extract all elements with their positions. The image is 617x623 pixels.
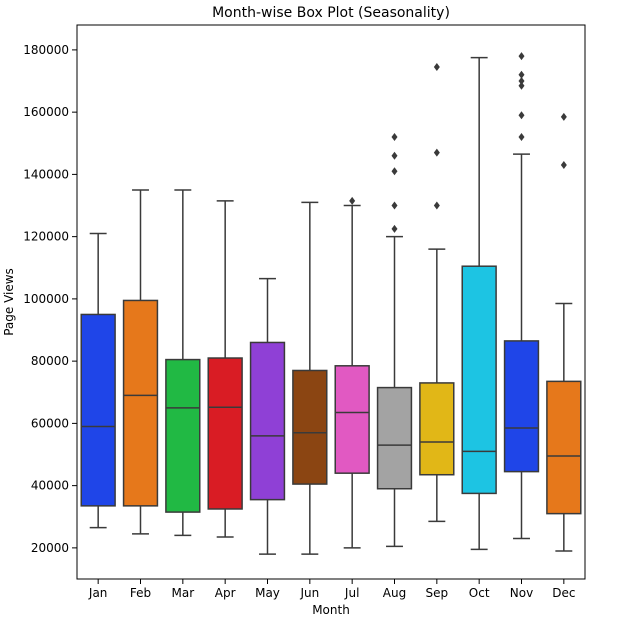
- outlier-point: [391, 224, 398, 233]
- box-jun: [292, 201, 328, 555]
- plot-area: [80, 52, 582, 555]
- box-oct: [461, 56, 497, 551]
- outlier-point: [518, 81, 525, 90]
- y-tick-label: 180000: [23, 43, 69, 57]
- box-iqr: [376, 386, 413, 490]
- box-iqr: [122, 299, 159, 507]
- y-tick-label: 140000: [23, 167, 69, 181]
- x-tick-label: May: [255, 586, 280, 600]
- box-iqr: [503, 340, 540, 473]
- outlier-point: [518, 77, 525, 86]
- outlier-point: [560, 112, 567, 121]
- box-iqr: [334, 365, 370, 474]
- box-jan: [80, 232, 116, 529]
- box-aug: [376, 133, 413, 548]
- outlier-point: [518, 52, 525, 61]
- x-tick-label: Jul: [344, 586, 359, 600]
- y-tick-label: 100000: [23, 292, 69, 306]
- box-iqr: [419, 382, 455, 476]
- box-iqr: [165, 358, 201, 513]
- outlier-point: [391, 167, 398, 176]
- box-iqr: [461, 265, 497, 495]
- box-apr: [207, 200, 243, 538]
- box-iqr: [80, 313, 116, 507]
- x-tick-label: Dec: [552, 586, 575, 600]
- x-tick-label: Mar: [172, 586, 195, 600]
- x-tick-label: Apr: [215, 586, 236, 600]
- outlier-point: [391, 151, 398, 160]
- y-tick-label: 160000: [23, 105, 69, 119]
- box-iqr: [546, 380, 582, 515]
- x-tick-label: Sep: [426, 586, 449, 600]
- box-feb: [122, 189, 159, 535]
- box-may: [249, 277, 286, 555]
- y-tick-label: 20000: [31, 541, 69, 555]
- outlier-point: [433, 63, 440, 72]
- x-tick-label: Aug: [383, 586, 406, 600]
- box-iqr: [249, 341, 286, 501]
- outlier-point: [518, 133, 525, 142]
- y-tick-label: 60000: [31, 416, 69, 430]
- x-tick-label: Oct: [469, 586, 490, 600]
- outlier-point: [433, 148, 440, 157]
- box-sep: [419, 63, 455, 523]
- chart-title: Month-wise Box Plot (Seasonality): [212, 5, 450, 21]
- x-axis-label: Month: [312, 603, 350, 617]
- y-tick-label: 80000: [31, 354, 69, 368]
- outlier-point: [433, 201, 440, 210]
- outlier-point: [518, 70, 525, 79]
- box-dec: [546, 112, 582, 552]
- x-tick-label: Jan: [88, 586, 108, 600]
- y-axis-label: Page Views: [2, 268, 16, 336]
- plot-frame: [76, 24, 586, 580]
- y-axis: 20000 40000 60000 80000 100000 120000 140000 16…: [23, 43, 77, 555]
- outlier-point: [349, 196, 356, 205]
- x-tick-label: Nov: [510, 586, 533, 600]
- outlier-point: [391, 201, 398, 210]
- x-tick-label: Feb: [130, 586, 151, 600]
- box-mar: [165, 189, 201, 537]
- outlier-point: [391, 133, 398, 142]
- box-nov: [503, 52, 540, 540]
- y-tick-label: 120000: [23, 230, 69, 244]
- y-tick-label: 40000: [31, 479, 69, 493]
- x-tick-label: Jun: [299, 586, 319, 600]
- outlier-point: [518, 111, 525, 120]
- box-iqr: [292, 369, 328, 485]
- box-iqr: [207, 357, 243, 510]
- x-axis: Jan Feb Mar Apr May Jun Jul Aug Sep Oct Nov Dec: [88, 579, 575, 600]
- box-jul: [334, 196, 370, 549]
- outlier-point: [560, 161, 567, 170]
